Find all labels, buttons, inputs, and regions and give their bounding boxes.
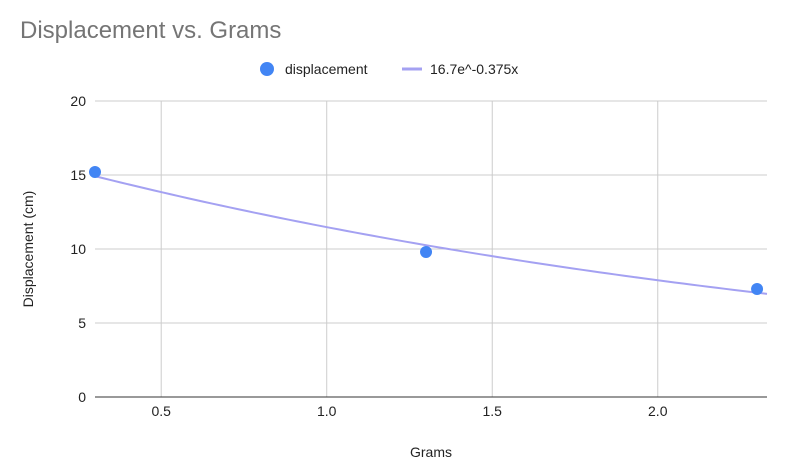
x-tick-label: 1.0 <box>317 403 337 419</box>
y-tick-label: 20 <box>70 93 86 109</box>
y-tick-label: 15 <box>70 167 86 183</box>
x-tick-label: 1.5 <box>483 403 503 419</box>
x-axis-ticks: 0.5 1.0 1.5 2.0 <box>151 403 667 419</box>
x-tick-label: 2.0 <box>648 403 668 419</box>
legend-marker-displacement <box>260 62 274 76</box>
points-layer <box>89 166 764 295</box>
legend-label-trendline: 16.7e^-0.375x <box>430 61 518 77</box>
legend-label-displacement: displacement <box>285 61 368 77</box>
data-point <box>89 166 101 179</box>
x-axis-label: Grams <box>410 444 452 460</box>
data-point <box>420 245 433 258</box>
y-tick-label: 0 <box>78 389 86 405</box>
chart-title: Displacement vs. Grams <box>20 17 281 44</box>
y-axis-ticks: 0 5 10 15 20 <box>70 93 86 405</box>
y-tick-label: 10 <box>70 241 86 257</box>
trendline-layer <box>94 175 768 295</box>
trendline <box>94 175 768 295</box>
legend: displacement 16.7e^-0.375x <box>260 61 518 77</box>
y-axis-label: Displacement (cm) <box>20 191 36 308</box>
data-point <box>751 282 764 295</box>
y-tick-label: 5 <box>78 315 86 331</box>
x-tick-label: 0.5 <box>151 403 171 419</box>
